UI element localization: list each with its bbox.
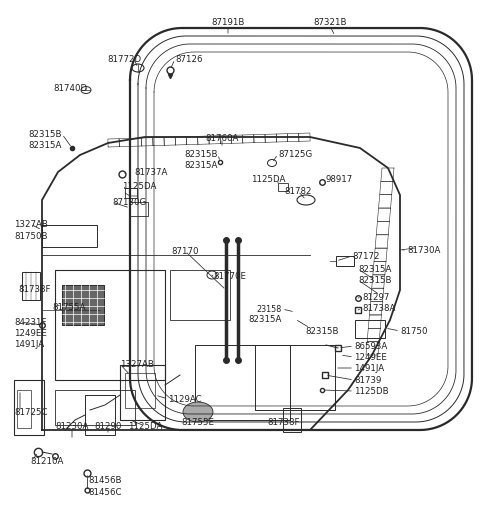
Text: 84231F: 84231F [14,318,47,327]
Text: 81770E: 81770E [213,272,246,281]
Bar [120,365,165,420]
Bar [278,183,288,191]
Text: 1249EE: 1249EE [14,329,47,338]
Ellipse shape [183,402,213,422]
Text: 23158: 23158 [257,305,282,314]
Bar [125,188,137,198]
Text: 81210A: 81210A [30,457,63,466]
Text: 81290: 81290 [94,422,122,431]
Text: 87125G: 87125G [278,150,312,159]
Text: 1327AB: 1327AB [14,220,48,229]
Text: 1125DB: 1125DB [354,387,389,396]
Text: 86593A: 86593A [354,342,387,351]
Text: 82315B: 82315B [184,150,218,159]
Bar [170,270,230,320]
Text: 87170: 87170 [171,247,199,256]
Bar [42,225,97,247]
Text: 81297: 81297 [362,293,389,302]
Text: 87126: 87126 [175,55,203,64]
Bar [130,202,148,216]
Text: 82315A: 82315A [185,161,218,170]
Text: 82315B: 82315B [305,327,339,336]
Text: 87191B: 87191B [211,18,245,27]
Bar [355,320,385,338]
Text: 81738F: 81738F [18,285,50,294]
Text: 82315A: 82315A [29,141,62,150]
Text: 1125DA: 1125DA [122,182,156,191]
Text: 98917: 98917 [325,175,352,184]
Text: 82315A: 82315A [358,265,391,274]
Text: 81750B: 81750B [14,232,48,241]
Text: 87130G: 87130G [112,198,146,207]
Bar [17,390,31,428]
Text: 1249EE: 1249EE [354,353,387,362]
Text: 1491JA: 1491JA [14,340,44,349]
Bar [283,408,301,432]
Text: 81725C: 81725C [14,408,48,417]
Text: 1491JA: 1491JA [354,364,384,373]
Text: 82315A: 82315A [249,315,282,324]
Text: 1125DA: 1125DA [251,175,285,184]
Text: 81738A: 81738A [362,304,396,313]
Text: 1327AB: 1327AB [120,360,154,369]
Text: 87172: 87172 [352,252,380,261]
Bar [195,345,290,420]
Bar [62,285,104,325]
Text: 81230A: 81230A [55,422,89,431]
Text: 81740D: 81740D [54,84,88,93]
Text: 82315B: 82315B [358,276,392,285]
Bar [125,373,155,408]
Text: 81755E: 81755E [181,418,215,427]
Bar [55,270,165,380]
Bar [14,380,44,435]
Bar [55,390,135,425]
Text: 81738F: 81738F [268,418,300,427]
Text: 1129AC: 1129AC [168,395,202,404]
Text: 81739: 81739 [354,376,382,385]
Bar [336,256,354,266]
Text: 81760A: 81760A [205,134,239,143]
Text: 81772D: 81772D [107,55,141,64]
Text: 81456B: 81456B [88,476,121,485]
Text: 1125DA: 1125DA [128,422,162,431]
Text: 81755A: 81755A [52,303,85,312]
Bar [85,395,115,435]
Text: 81782: 81782 [284,187,312,196]
Text: 87321B: 87321B [313,18,347,27]
Text: 81750: 81750 [400,327,428,336]
Text: 81456C: 81456C [88,488,121,497]
Bar [22,272,40,300]
Bar [255,345,335,410]
Text: 81737A: 81737A [134,168,168,177]
Text: 82315B: 82315B [28,130,62,139]
Text: 81730A: 81730A [407,246,440,255]
